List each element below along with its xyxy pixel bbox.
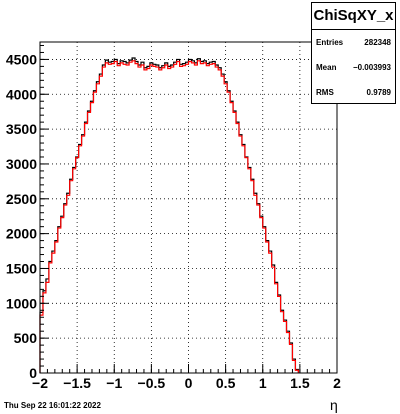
plot-frame	[39, 41, 338, 374]
x-tick-label: −0.5	[138, 375, 166, 391]
histogram-series	[39, 57, 299, 373]
y-tick-label: 1500	[6, 260, 37, 276]
stats-title: ChiSqXY_x	[312, 3, 395, 30]
stats-box: ChiSqXY_x Entries 282348 Mean −0.003993 …	[311, 2, 396, 104]
x-tick-label: 0	[185, 375, 193, 391]
y-tick-label: 500	[14, 330, 38, 346]
stats-mean-row: Mean −0.003993	[312, 55, 395, 80]
x-axis-title: η	[330, 397, 338, 413]
y-tick-label: 1000	[6, 295, 37, 311]
y-tick-label: 2000	[6, 226, 37, 242]
y-tick-label: 3000	[6, 156, 37, 172]
mean-value: −0.003993	[352, 63, 391, 72]
grid-lines	[40, 42, 337, 373]
y-tick-label: 4500	[6, 51, 37, 67]
stats-rms-row: RMS 0.9789	[312, 80, 395, 105]
histogram-series-1	[39, 60, 299, 373]
x-tick-label: 2	[333, 375, 341, 391]
y-tick-label: 2500	[6, 191, 37, 207]
axis-ticks	[39, 44, 338, 374]
stats-entries-row: Entries 282348	[312, 30, 395, 55]
x-tick-label: 0.5	[216, 375, 236, 391]
x-tick-labels: −2 −1.5 −1 −0.5 0 0.5 1 1.5 2	[32, 375, 341, 391]
y-tick-label: 0	[29, 365, 37, 381]
x-tick-label: 1.5	[290, 375, 310, 391]
x-tick-label: −1	[106, 375, 122, 391]
x-tick-label: 1	[259, 375, 267, 391]
rms-label: RMS	[316, 88, 334, 97]
y-tick-labels: 0 500 1000 1500 2000 2500 3000 3500 4000 4500	[6, 51, 37, 381]
x-tick-label: −1.5	[63, 375, 91, 391]
rms-value: 0.9789	[366, 88, 391, 97]
y-tick-label: 3500	[6, 121, 37, 137]
mean-label: Mean	[316, 63, 337, 72]
entries-value: 282348	[364, 38, 391, 47]
footer-date: Thu Sep 22 16:01:22 2022	[4, 401, 101, 410]
entries-label: Entries	[316, 38, 344, 47]
x-tick-label: −2	[32, 375, 48, 391]
y-tick-label: 4000	[6, 86, 37, 102]
histogram-series-0	[39, 57, 299, 373]
